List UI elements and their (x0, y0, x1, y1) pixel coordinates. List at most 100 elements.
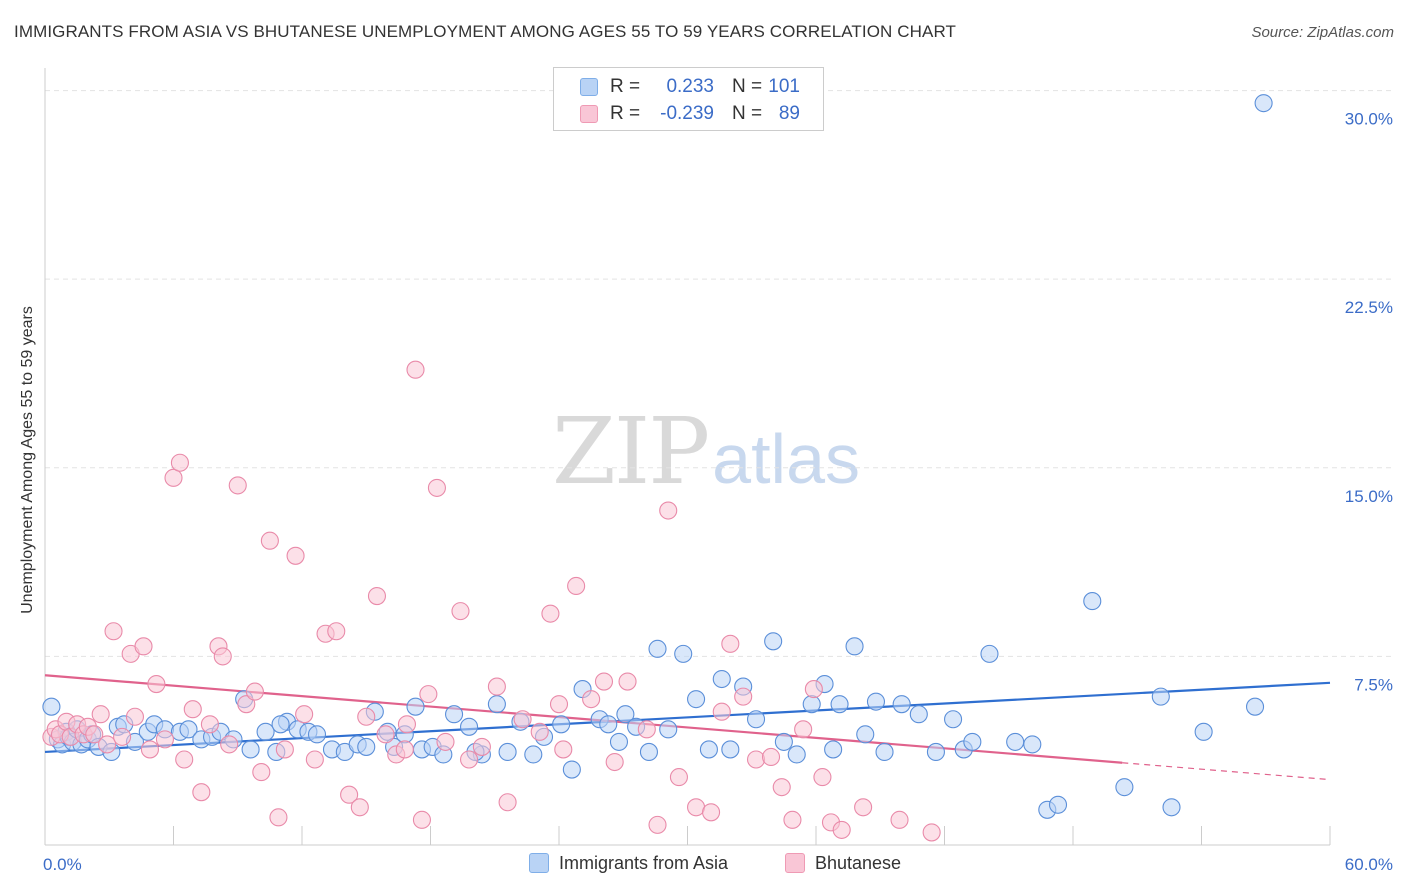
bhutanese-point (530, 722, 549, 741)
asia-point (616, 705, 635, 724)
asia-point (875, 742, 894, 762)
asia-point (1194, 722, 1213, 741)
asia-point (241, 740, 260, 759)
correlation-legend: R = 0.233 N = 101 R = -0.239 N = 89 (553, 67, 824, 131)
bhutanese-point (269, 808, 288, 827)
legend-swatch-bhutanese (580, 105, 598, 123)
bhutanese-point (794, 720, 813, 739)
bhutanese-point (648, 815, 667, 834)
bhutanese-point (412, 810, 431, 829)
asia-point (307, 725, 327, 744)
asia-point (787, 745, 806, 764)
bhutanese-point (854, 798, 873, 817)
asia-point (271, 715, 290, 734)
bhutanese-point (85, 725, 104, 744)
grid-lines (45, 90, 1392, 657)
trend-lines (44, 674, 1331, 781)
bhutanese-point (350, 798, 369, 817)
bhutanese-point (406, 360, 425, 379)
legend-n-value-bhutanese: 89 (778, 103, 800, 124)
bhutanese-point (498, 793, 517, 812)
bhutanese-point (541, 604, 560, 623)
asia-point (909, 705, 928, 724)
asia-point (746, 710, 766, 729)
asia-point (445, 705, 464, 724)
bhutanese-point (340, 785, 359, 804)
legend-n-label: N = (732, 103, 763, 124)
asia-point (892, 695, 911, 714)
y-tick-label: 30.0% (1345, 110, 1393, 129)
bhutanese-point (213, 647, 232, 666)
asia-point (926, 742, 945, 762)
bhutanese-point (594, 672, 614, 691)
asia-point (1083, 592, 1102, 611)
bhutanese-point (487, 677, 506, 696)
bhutanese-point (376, 725, 395, 744)
bhutanese-point (295, 705, 314, 724)
bhutanese-point (890, 810, 909, 829)
asia-point (712, 669, 731, 689)
asia-point (256, 722, 275, 741)
asia-point (1023, 735, 1042, 754)
bhutanese-point (367, 586, 387, 606)
x-tick-label: 60.0% (1345, 855, 1393, 874)
bhutanese-point (582, 690, 601, 709)
asia-point (699, 740, 718, 759)
asia-point (866, 692, 886, 711)
asia-point (609, 732, 629, 751)
bhutanese-point (140, 740, 159, 759)
asia-point (1245, 697, 1265, 716)
bhutanese-point (192, 783, 211, 802)
bhutanese-point (712, 702, 731, 721)
bhutanese-point (472, 737, 491, 756)
asia-point (1115, 778, 1134, 797)
asia-point (1254, 94, 1273, 113)
asia-point (963, 732, 982, 751)
bhutanese-point (436, 732, 455, 751)
y-tick-label: 15.0% (1345, 487, 1393, 506)
bhutanese-point (804, 680, 823, 699)
bhutanese-point (746, 750, 766, 769)
bhutanese-point (549, 695, 569, 714)
bhutanese-point (397, 715, 416, 734)
bhutanese-point (125, 707, 144, 726)
legend-row-asia: R = 0.233 N = 101 (554, 74, 823, 100)
bhutanese-point (286, 546, 305, 565)
bhutanese-point (91, 705, 110, 724)
asia-point (42, 697, 61, 716)
source-label: Source: ZipAtlas.com (1251, 24, 1394, 41)
bhutanese-point (170, 453, 189, 472)
axes (44, 68, 1331, 846)
bhutanese-point (98, 735, 117, 754)
y-tick-label: 7.5% (1354, 675, 1393, 694)
asia-point (562, 760, 581, 779)
bhutanese-point (200, 715, 219, 734)
series-legend-bhutanese: Bhutanese (785, 853, 901, 874)
bhutanese-point (761, 747, 781, 767)
bhutanese-point (687, 798, 706, 817)
legend-swatch-asia (580, 78, 598, 96)
legend-r-value-bhutanese: -0.239 (660, 103, 714, 124)
chart-title: IMMIGRANTS FROM ASIA VS BHUTANESE UNEMPL… (14, 22, 957, 41)
bhutanese-point (813, 768, 832, 787)
legend-row-bhutanese: R = -0.239 N = 89 (554, 101, 823, 127)
bhutanese-point (721, 634, 740, 653)
asia-point (1151, 687, 1170, 706)
asia-point (357, 737, 376, 756)
bhutanese-point (395, 740, 414, 759)
bhutanese-point (237, 695, 256, 714)
asia-point (1048, 795, 1068, 814)
bhutanese-point (554, 740, 573, 759)
series-swatch-bhutanese (785, 853, 805, 873)
asia-point (1006, 732, 1025, 751)
bhutanese-point (134, 637, 153, 656)
legend-n-label: N = (732, 76, 763, 97)
series-swatch-asia (529, 853, 549, 873)
asia-point (1162, 798, 1181, 817)
asia-point (659, 720, 678, 739)
bhutanese-point (164, 468, 183, 487)
asia-point (487, 695, 506, 714)
bhutanese-point (637, 720, 656, 739)
bhutanese-point (104, 622, 123, 641)
